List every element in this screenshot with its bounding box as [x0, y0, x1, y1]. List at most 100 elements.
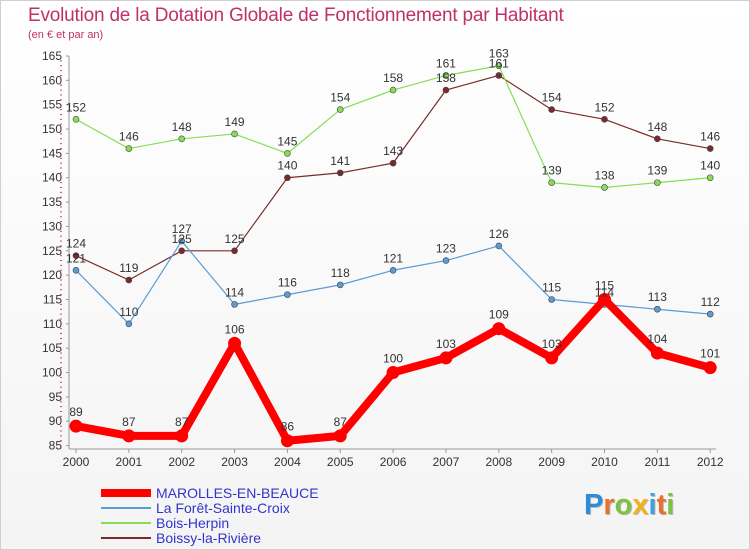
data-point — [175, 429, 189, 443]
chart-title: Evolution de la Dotation Globale de Fonc… — [28, 5, 564, 26]
data-point — [548, 296, 555, 303]
x-tick-label: 2010 — [591, 455, 618, 469]
data-label: 100 — [383, 352, 403, 366]
x-tick-label: 2004 — [274, 455, 301, 469]
logo-letter: t — [656, 489, 667, 521]
data-label: 138 — [594, 168, 614, 182]
legend-label: MAROLLES-EN-BEAUCE — [156, 485, 319, 501]
data-point — [231, 247, 238, 255]
data-point — [703, 361, 717, 375]
data-point — [545, 351, 559, 365]
y-tick-label: 120 — [42, 268, 62, 282]
data-label: 146 — [119, 130, 139, 144]
axes: 85 90 95 100 105 110 115 120 125 130 135 140 145 150 1… — [42, 49, 724, 469]
y-tick-label: 165 — [42, 49, 62, 63]
data-label: 161 — [436, 56, 456, 70]
series-3 — [72, 72, 714, 284]
data-label: 140 — [700, 159, 720, 173]
data-point — [125, 320, 133, 328]
data-label: 89 — [69, 405, 83, 419]
y-tick-label: 110 — [43, 317, 62, 331]
data-label: 118 — [331, 266, 350, 280]
y-tick-label: 150 — [42, 122, 62, 136]
x-tick-label: 2007 — [433, 455, 460, 469]
data-label: 103 — [542, 337, 562, 351]
y-tick-label: 145 — [42, 146, 62, 160]
data-label: 125 — [172, 232, 192, 246]
y-tick-label: 95 — [49, 390, 63, 404]
data-label: 148 — [172, 120, 192, 134]
data-point — [492, 322, 506, 336]
x-tick-label: 2009 — [538, 455, 565, 469]
data-point — [442, 257, 450, 264]
data-point — [231, 301, 238, 308]
data-point — [389, 266, 397, 274]
data-label: 145 — [277, 134, 297, 148]
data-label: 109 — [489, 308, 509, 322]
data-point — [706, 174, 714, 182]
legend-label: Boissy-la-Rivière — [156, 530, 262, 546]
data-label: 125 — [225, 232, 245, 246]
data-label: 141 — [330, 154, 350, 168]
logo-letter: i — [648, 489, 657, 521]
data-label: 127 — [172, 222, 192, 236]
data-label: 86 — [281, 420, 295, 434]
data-label: 139 — [647, 164, 667, 178]
data-point — [178, 247, 185, 255]
data-point — [706, 145, 714, 152]
data-label: 116 — [278, 276, 297, 290]
logo-letter: r — [603, 489, 615, 521]
y-tick-label: 125 — [42, 244, 62, 258]
series-layer — [69, 62, 717, 448]
data-point — [178, 237, 185, 245]
data-point — [228, 336, 242, 350]
data-point — [72, 266, 80, 274]
data-label: 154 — [542, 91, 562, 105]
data-point — [548, 179, 555, 186]
x-tick-label: 2005 — [327, 455, 354, 469]
data-label: 87 — [175, 415, 189, 429]
data-label: 123 — [436, 242, 456, 256]
data-label: 152 — [594, 100, 614, 114]
data-point — [495, 242, 503, 250]
y-tick-label: 100 — [42, 366, 62, 380]
data-label: 114 — [595, 285, 614, 299]
chart-subtitle: (en € et par an) — [28, 29, 104, 41]
data-label: 103 — [436, 337, 456, 351]
data-label: 121 — [383, 251, 403, 265]
data-point — [601, 184, 608, 191]
data-label: 87 — [122, 415, 136, 429]
data-label: 121 — [66, 251, 86, 265]
data-point — [548, 106, 555, 113]
data-point — [122, 429, 136, 443]
y-tick-label: 140 — [42, 171, 62, 185]
legend-swatch — [101, 537, 151, 539]
data-point — [284, 291, 291, 298]
x-tick-label: 2002 — [168, 455, 195, 469]
data-label: 139 — [542, 164, 562, 178]
data-point — [72, 116, 80, 123]
data-point — [495, 62, 503, 70]
y-tick-label: 115 — [43, 292, 62, 306]
logo-letter: P — [584, 489, 604, 521]
data-point — [336, 281, 344, 289]
data-point — [280, 434, 294, 448]
data-point — [284, 150, 291, 157]
data-point — [69, 419, 83, 433]
y-tick-label: 85 — [49, 439, 63, 453]
data-label: 115 — [542, 280, 561, 294]
data-point — [442, 86, 450, 94]
data-label: 143 — [383, 144, 403, 158]
data-point — [389, 159, 397, 167]
y-tick-label: 160 — [42, 73, 62, 87]
data-label: 158 — [436, 71, 456, 85]
data-point — [654, 135, 661, 143]
data-label: 124 — [66, 237, 86, 251]
y-tick-label: 135 — [42, 195, 62, 209]
legend-swatch — [101, 522, 151, 524]
data-point — [495, 72, 503, 79]
y-tick-label: 155 — [42, 98, 62, 112]
data-label: 146 — [700, 130, 720, 144]
